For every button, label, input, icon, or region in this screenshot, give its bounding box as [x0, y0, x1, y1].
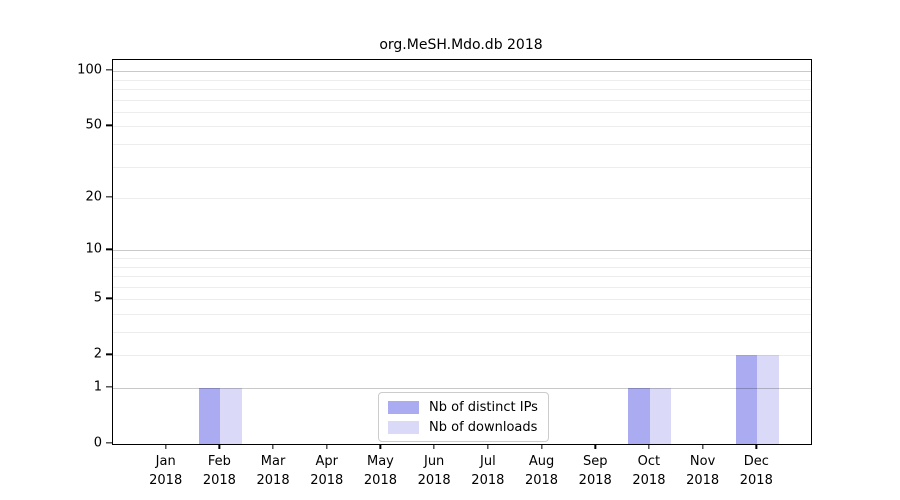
bar-downloads-oct-2018: [649, 388, 672, 444]
x-tick: [218, 444, 221, 450]
y-tick-label: 100: [77, 62, 102, 78]
y-tick-label: 2: [93, 346, 102, 362]
gridline-minor: [113, 332, 811, 333]
y-tick: [106, 386, 112, 388]
x-tick: [701, 444, 704, 450]
y-tick: [106, 69, 112, 71]
gridline-minor: [113, 126, 811, 128]
y-tick: [106, 353, 112, 355]
x-tick-label: Apr 2018: [310, 454, 344, 488]
legend-swatch: [388, 421, 419, 434]
legend-swatch: [388, 401, 419, 414]
x-tick-label: Oct 2018: [632, 454, 666, 488]
x-tick: [433, 444, 435, 450]
gridline-minor: [113, 166, 811, 168]
bar-downloads-feb-2018: [220, 388, 242, 444]
x-tick: [326, 444, 328, 450]
x-tick-label: Nov 2018: [686, 454, 720, 488]
y-tick-label: 10: [85, 241, 102, 257]
legend: Nb of distinct IPs Nb of downloads: [378, 392, 549, 442]
x-tick: [487, 444, 489, 450]
gridline-minor: [113, 99, 811, 101]
x-tick: [272, 444, 274, 450]
y-tick: [106, 297, 112, 299]
gridline-minor: [113, 266, 811, 268]
x-tick-label: Aug 2018: [524, 454, 559, 488]
gridline-minor: [113, 313, 811, 315]
y-tick-label: 1: [93, 379, 102, 395]
x-tick: [594, 444, 596, 450]
x-tick-label: Sep 2018: [578, 454, 612, 488]
gridline-minor: [113, 257, 811, 259]
legend-item: Nb of distinct IPs: [388, 400, 538, 415]
y-tick: [106, 196, 112, 198]
gridline-minor: [113, 198, 811, 200]
plot-area: [112, 59, 812, 445]
x-tick: [648, 444, 650, 450]
bar-distinct-ips-feb-2018: [198, 388, 221, 444]
y-tick-label: 5: [93, 290, 102, 306]
y-tick: [106, 248, 112, 250]
gridline-minor: [113, 355, 811, 357]
gridline-major: [113, 71, 811, 73]
gridline-minor: [113, 299, 811, 301]
x-tick: [379, 444, 382, 450]
x-tick-label: May 2018: [363, 454, 397, 488]
gridline-minor: [113, 144, 811, 145]
legend-label: Nb of downloads: [429, 420, 538, 435]
gridline-major: [113, 250, 811, 252]
bar-downloads-dec-2018: [757, 355, 779, 444]
bar-distinct-ips-dec-2018: [735, 355, 758, 444]
legend-label: Nb of distinct IPs: [429, 400, 538, 415]
bar-distinct-ips-oct-2018: [628, 388, 650, 444]
gridline-minor: [113, 286, 811, 288]
x-tick-label: Jun 2018: [417, 454, 451, 488]
x-tick-label: Mar 2018: [256, 454, 290, 488]
gridline-minor: [113, 79, 811, 81]
gridline-major: [113, 388, 811, 389]
y-tick: [106, 124, 112, 127]
gridline-minor: [113, 111, 811, 113]
y-tick-label: 0: [93, 435, 102, 451]
x-tick-label: Dec 2018: [739, 454, 773, 488]
x-tick: [165, 444, 167, 450]
y-tick-label: 50: [85, 117, 102, 133]
x-tick-label: Feb 2018: [202, 454, 236, 488]
legend-item: Nb of downloads: [388, 420, 538, 435]
gridline-minor: [113, 276, 811, 278]
x-tick: [755, 444, 757, 450]
chart-title: org.MeSH.Mdo.db 2018: [379, 37, 543, 53]
x-tick-label: Jul 2018: [471, 454, 505, 488]
gridline-minor: [113, 89, 811, 90]
y-tick-label: 20: [85, 189, 102, 205]
y-tick: [106, 442, 112, 444]
x-tick-label: Jan 2018: [149, 454, 183, 488]
x-tick: [540, 444, 543, 450]
